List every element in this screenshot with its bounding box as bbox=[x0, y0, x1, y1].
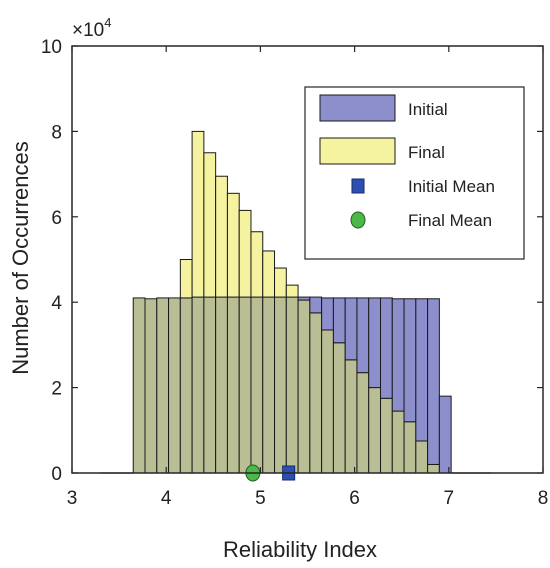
overlap-bar bbox=[132, 297, 146, 474]
x-axis-label: Reliability Index bbox=[223, 537, 377, 562]
x-tick-label: 6 bbox=[349, 488, 360, 509]
y-multiplier-base: ×10 bbox=[72, 20, 104, 41]
final-bar bbox=[274, 267, 287, 298]
x-tick-label: 8 bbox=[538, 488, 549, 509]
axes-border bbox=[71, 45, 544, 474]
legend-marker-initial-mean bbox=[351, 178, 365, 194]
x-tick-label: 7 bbox=[444, 488, 455, 509]
legend-marker-final-mean bbox=[350, 211, 366, 229]
y-tick-label: 8 bbox=[51, 122, 62, 143]
overlap-bar bbox=[356, 372, 370, 474]
legend-label-initial: Initial bbox=[408, 100, 448, 119]
y-axis-label: Number of Occurrences bbox=[8, 141, 33, 375]
y-axis-multiplier: ×104 bbox=[72, 15, 111, 41]
initial-bar bbox=[427, 298, 440, 465]
axes-frame bbox=[71, 45, 544, 474]
legend-label-final: Final bbox=[408, 143, 445, 162]
overlap-bar bbox=[250, 296, 264, 474]
overlap-bar bbox=[215, 296, 228, 474]
final-bar bbox=[203, 152, 217, 298]
overlap-bar bbox=[297, 299, 311, 474]
initial-bar bbox=[321, 297, 334, 331]
initial-bar bbox=[380, 297, 393, 399]
x-tick-label: 3 bbox=[67, 488, 78, 509]
y-multiplier-exponent: 4 bbox=[104, 15, 111, 30]
initial-bar bbox=[403, 298, 417, 423]
y-tick-label: 4 bbox=[51, 293, 62, 314]
overlap-bar bbox=[403, 421, 417, 474]
legend-swatch-final bbox=[319, 137, 396, 165]
overlap-bar bbox=[285, 296, 299, 474]
initial-bar bbox=[415, 298, 429, 442]
final-bar bbox=[191, 130, 205, 298]
x-tick-label: 5 bbox=[255, 488, 266, 509]
overlap-bar bbox=[262, 296, 276, 474]
final-bar bbox=[179, 259, 193, 299]
overlap-bar bbox=[344, 359, 358, 474]
axis-ticks: 3 4 5 6 7 8 0 2 4 6 8 10 bbox=[41, 37, 548, 509]
overlap-bar bbox=[191, 296, 205, 474]
initial-bar bbox=[368, 297, 382, 389]
overlap-bar bbox=[368, 387, 382, 474]
overlap-bar bbox=[415, 440, 429, 474]
overlap-bar bbox=[144, 298, 158, 474]
initial-bar bbox=[297, 296, 311, 301]
overlap-bar bbox=[332, 342, 346, 474]
legend-label-final-mean: Final Mean bbox=[408, 211, 492, 230]
overlap-bar bbox=[168, 297, 181, 474]
histogram-bars bbox=[132, 130, 452, 474]
overlap-bar bbox=[321, 329, 334, 474]
y-tick-label: 0 bbox=[51, 464, 62, 485]
initial-bar bbox=[344, 297, 358, 361]
initial-bar bbox=[309, 296, 323, 314]
final-bar bbox=[262, 250, 276, 298]
legend-label-initial-mean: Initial Mean bbox=[408, 177, 495, 196]
overlap-bar bbox=[156, 297, 170, 474]
final-bar bbox=[285, 284, 299, 298]
overlap-bar bbox=[427, 463, 440, 474]
final-bar bbox=[215, 175, 228, 298]
overlap-bar bbox=[274, 296, 287, 474]
initial-bar bbox=[438, 395, 452, 474]
overlap-bar bbox=[391, 410, 405, 474]
overlap-bar bbox=[179, 297, 193, 474]
overlap-bar bbox=[309, 312, 323, 474]
overlap-bar bbox=[203, 296, 217, 474]
overlap-bar bbox=[238, 296, 252, 474]
initial-bar bbox=[356, 297, 370, 374]
overlap-bar bbox=[226, 296, 240, 474]
legend: Initial Final Initial Mean Final Mean bbox=[304, 86, 525, 260]
final-bar bbox=[238, 209, 252, 298]
final-bar bbox=[250, 231, 264, 298]
initial-bar bbox=[332, 297, 346, 344]
y-tick-label: 2 bbox=[51, 379, 62, 400]
final-bar bbox=[226, 192, 240, 298]
x-tick-label: 4 bbox=[161, 488, 172, 509]
initial-bar bbox=[391, 298, 405, 412]
legend-swatch-initial bbox=[319, 94, 396, 122]
y-tick-label: 10 bbox=[41, 37, 62, 58]
overlap-bar bbox=[380, 397, 393, 474]
y-tick-label: 6 bbox=[51, 208, 62, 229]
